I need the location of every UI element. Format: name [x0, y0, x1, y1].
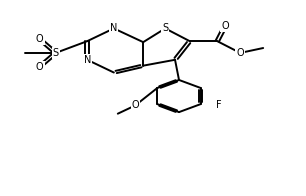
Text: S: S — [53, 48, 59, 58]
Text: N: N — [84, 55, 91, 65]
Text: N: N — [110, 23, 118, 34]
Text: O: O — [132, 100, 139, 111]
Text: F: F — [216, 100, 221, 110]
Text: S: S — [162, 23, 168, 34]
Text: O: O — [237, 48, 244, 58]
Text: O: O — [36, 34, 43, 44]
Text: O: O — [221, 21, 229, 32]
Text: O: O — [36, 62, 43, 72]
